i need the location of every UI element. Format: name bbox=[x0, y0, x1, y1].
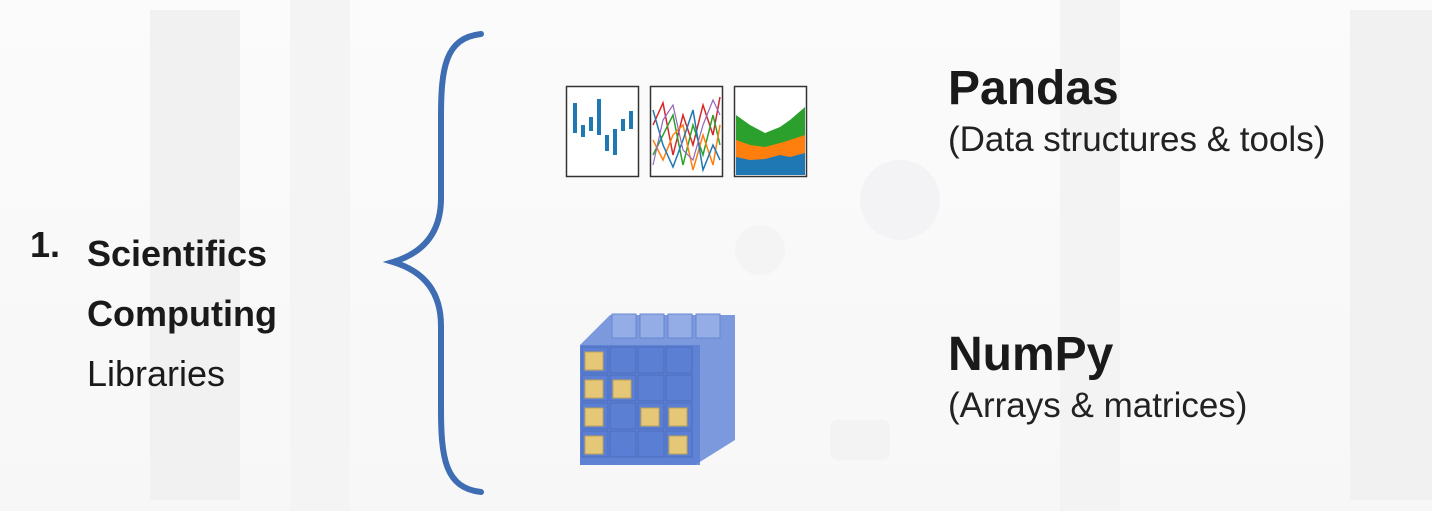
pandas-bar-chart-icon bbox=[565, 85, 640, 178]
curly-brace bbox=[383, 31, 484, 495]
category-subtitle: Libraries bbox=[87, 353, 226, 394]
pandas-charts-icon bbox=[565, 85, 808, 178]
pandas-line-chart-icon bbox=[649, 85, 724, 178]
category-title-line2: Computing bbox=[87, 293, 277, 334]
library-name: Pandas bbox=[948, 62, 1119, 115]
library-pandas: Pandas (Data structures & tools) bbox=[948, 60, 1325, 162]
library-description: (Data structures & tools) bbox=[948, 120, 1326, 159]
pandas-area-chart-icon bbox=[733, 85, 808, 178]
library-description: (Arrays & matrices) bbox=[948, 386, 1248, 425]
category-number: 1. bbox=[30, 224, 61, 265]
numpy-cube-icon bbox=[580, 313, 735, 465]
category-title-line1: Scientifics bbox=[87, 233, 268, 274]
category-text: Scientifics Computing Libraries bbox=[87, 224, 277, 404]
library-name: NumPy bbox=[948, 328, 1114, 381]
library-numpy: NumPy (Arrays & matrices) bbox=[948, 326, 1247, 428]
